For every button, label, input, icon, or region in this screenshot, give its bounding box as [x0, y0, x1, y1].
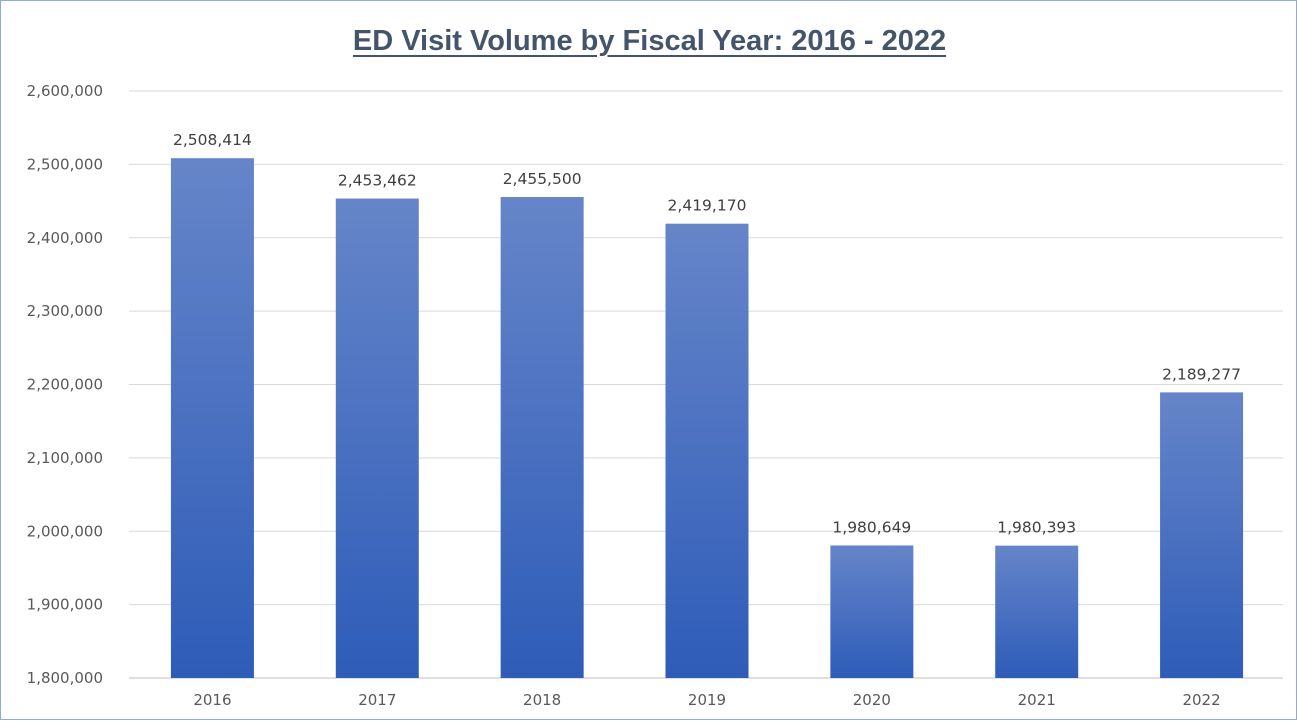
y-tick-label: 2,000,000: [27, 522, 103, 540]
bar-2020: [830, 545, 914, 678]
data-label-2020: 1,980,649: [832, 518, 911, 536]
x-axis: 2016 2017 2018 2019 2020 2021 2022: [193, 691, 1220, 709]
y-tick-label: 2,100,000: [27, 449, 103, 467]
data-label-2016: 2,508,414: [173, 131, 252, 149]
y-tick-label: 2,200,000: [27, 376, 103, 394]
bar-2019: [665, 223, 749, 678]
data-label-2022: 2,189,277: [1162, 365, 1241, 383]
y-tick-label: 1,900,000: [27, 596, 103, 614]
y-tick-label: 2,600,000: [27, 82, 103, 100]
y-tick-label: 1,800,000: [27, 669, 103, 687]
x-tick-label-2020: 2020: [853, 691, 891, 709]
y-tick-label: 2,500,000: [27, 155, 103, 173]
y-tick-label: 2,300,000: [27, 302, 103, 320]
y-tick-label: 2,400,000: [27, 229, 103, 247]
data-label-2021: 1,980,393: [997, 519, 1076, 537]
bar-2021: [995, 545, 1079, 678]
x-tick-label-2021: 2021: [1018, 691, 1056, 709]
bar-2018: [500, 197, 584, 679]
data-label-2017: 2,453,462: [338, 172, 417, 190]
data-label-2018: 2,455,500: [503, 170, 582, 188]
bar-2022: [1160, 392, 1244, 678]
bars: 2,508,414 2,453,462 2,455,500 2,419,170 1,98…: [170, 131, 1244, 679]
x-tick-label-2017: 2017: [358, 691, 396, 709]
x-tick-label-2016: 2016: [193, 691, 231, 709]
chart-title: ED Visit Volume by Fiscal Year: 2016 - 2…: [352, 25, 947, 57]
bar-2016: [170, 158, 254, 678]
bar-2017: [335, 198, 419, 678]
y-axis: 1,800,000 1,900,000 2,000,000 2,100,000 2,20…: [27, 82, 1283, 687]
x-tick-label-2019: 2019: [688, 691, 726, 709]
x-tick-label-2018: 2018: [523, 691, 561, 709]
data-label-2019: 2,419,170: [668, 197, 747, 215]
x-tick-label-2022: 2022: [1182, 691, 1220, 709]
